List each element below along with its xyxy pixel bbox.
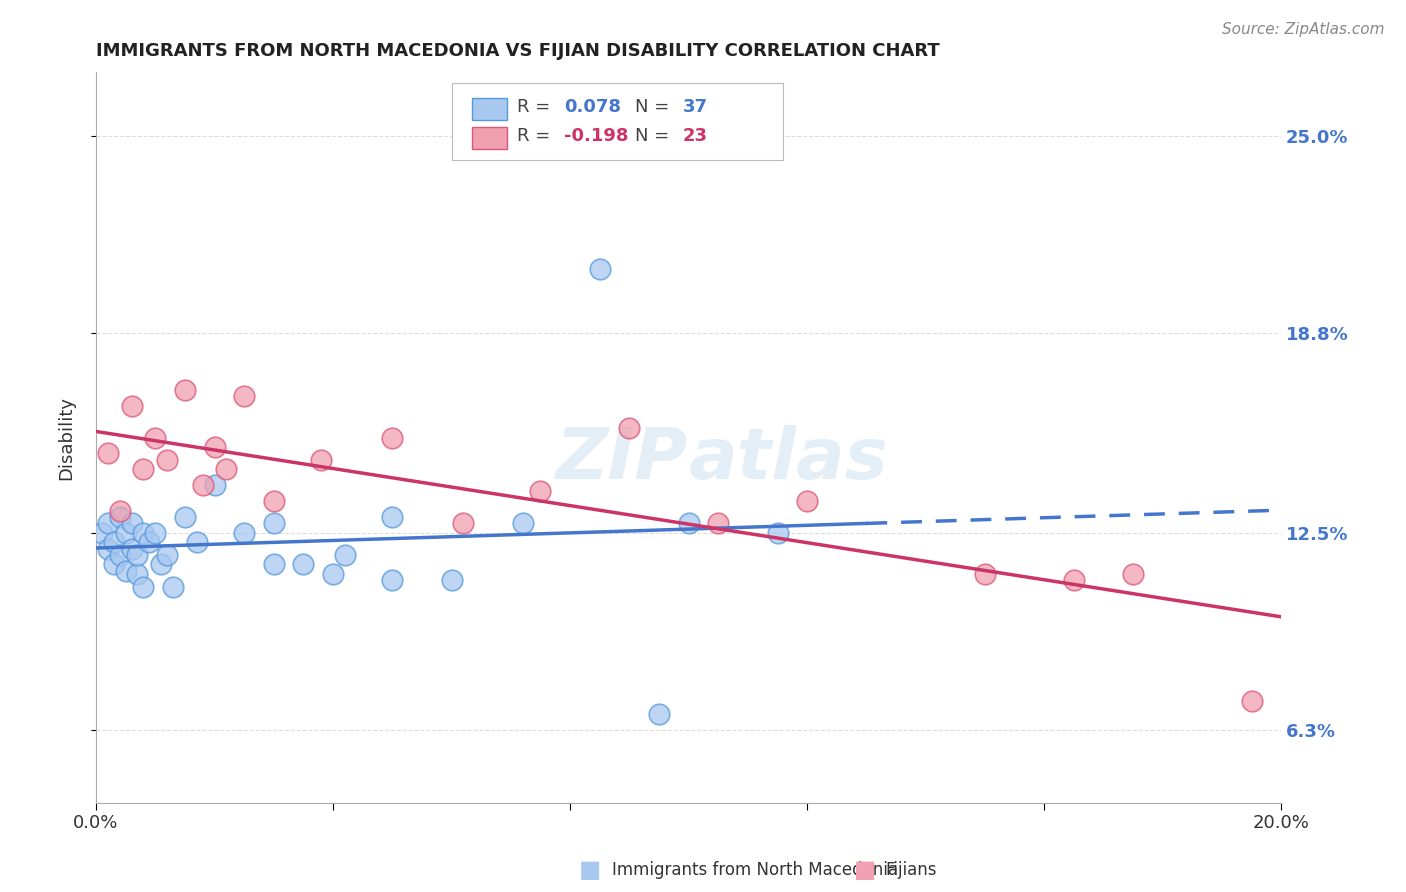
Point bbox=[127, 548, 149, 562]
Point bbox=[108, 509, 131, 524]
Point bbox=[322, 567, 344, 582]
Point bbox=[453, 516, 475, 531]
Point bbox=[97, 516, 120, 531]
Point bbox=[204, 440, 226, 454]
Point bbox=[121, 541, 143, 556]
Point bbox=[263, 494, 285, 508]
Point bbox=[233, 389, 256, 403]
Point bbox=[1063, 574, 1085, 588]
Point bbox=[150, 558, 173, 572]
Point bbox=[162, 580, 184, 594]
Point bbox=[103, 558, 125, 572]
Point bbox=[191, 478, 214, 492]
Point bbox=[309, 452, 332, 467]
Point bbox=[233, 525, 256, 540]
Text: ■: ■ bbox=[853, 858, 876, 881]
Point bbox=[97, 446, 120, 460]
Point bbox=[215, 462, 238, 476]
Y-axis label: Disability: Disability bbox=[58, 395, 75, 480]
Point bbox=[707, 516, 730, 531]
Point bbox=[589, 262, 612, 277]
Text: IMMIGRANTS FROM NORTH MACEDONIA VS FIJIAN DISABILITY CORRELATION CHART: IMMIGRANTS FROM NORTH MACEDONIA VS FIJIA… bbox=[96, 42, 939, 60]
Point bbox=[114, 564, 136, 578]
Point bbox=[138, 535, 160, 549]
Point bbox=[132, 462, 155, 476]
Point bbox=[440, 574, 463, 588]
Text: -0.198: -0.198 bbox=[564, 127, 628, 145]
Text: Fijians: Fijians bbox=[886, 861, 938, 879]
Point bbox=[512, 516, 534, 531]
Point bbox=[263, 558, 285, 572]
FancyBboxPatch shape bbox=[472, 98, 508, 120]
Point bbox=[91, 525, 114, 540]
Text: R =: R = bbox=[517, 127, 555, 145]
Point bbox=[103, 535, 125, 549]
Text: 23: 23 bbox=[683, 127, 707, 145]
Point bbox=[186, 535, 208, 549]
Text: R =: R = bbox=[517, 98, 555, 116]
Point bbox=[1240, 694, 1263, 708]
Point bbox=[292, 558, 315, 572]
Point bbox=[263, 516, 285, 531]
Point bbox=[132, 580, 155, 594]
Point bbox=[174, 383, 197, 397]
Point bbox=[796, 494, 818, 508]
Point bbox=[143, 430, 166, 444]
Point bbox=[529, 484, 551, 499]
Point bbox=[143, 525, 166, 540]
Point bbox=[114, 525, 136, 540]
Text: Source: ZipAtlas.com: Source: ZipAtlas.com bbox=[1222, 22, 1385, 37]
Point bbox=[381, 509, 404, 524]
Point bbox=[333, 548, 356, 562]
Point bbox=[121, 516, 143, 531]
Point bbox=[648, 706, 671, 721]
Point bbox=[127, 567, 149, 582]
Point bbox=[766, 525, 789, 540]
Point bbox=[204, 478, 226, 492]
Point bbox=[156, 452, 179, 467]
Point bbox=[108, 503, 131, 517]
Text: N =: N = bbox=[636, 127, 675, 145]
Point bbox=[156, 548, 179, 562]
Point bbox=[132, 525, 155, 540]
Point bbox=[174, 509, 197, 524]
Text: 0.078: 0.078 bbox=[564, 98, 621, 116]
Point bbox=[619, 421, 641, 435]
Text: ZIP: ZIP bbox=[557, 425, 689, 494]
Point bbox=[381, 430, 404, 444]
Text: Immigrants from North Macedonia: Immigrants from North Macedonia bbox=[612, 861, 897, 879]
Point bbox=[108, 548, 131, 562]
Point bbox=[974, 567, 997, 582]
Text: ■: ■ bbox=[579, 858, 602, 881]
Text: N =: N = bbox=[636, 98, 675, 116]
Point bbox=[121, 399, 143, 413]
Point bbox=[97, 541, 120, 556]
FancyBboxPatch shape bbox=[472, 128, 508, 149]
Text: 37: 37 bbox=[683, 98, 707, 116]
FancyBboxPatch shape bbox=[451, 83, 783, 160]
Point bbox=[381, 574, 404, 588]
Point bbox=[1122, 567, 1144, 582]
Text: atlas: atlas bbox=[689, 425, 889, 494]
Point bbox=[678, 516, 700, 531]
